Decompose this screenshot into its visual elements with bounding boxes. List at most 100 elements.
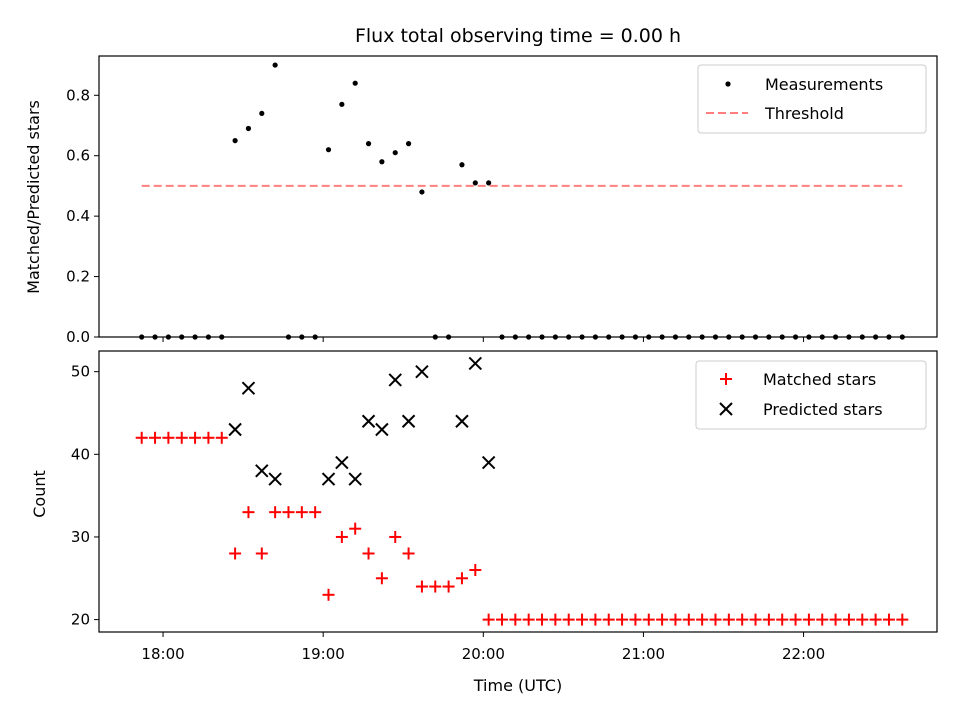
measurement-point: [139, 334, 145, 340]
matched-stars-point: [469, 564, 482, 577]
measurement-point: [219, 334, 225, 340]
matched-stars-point: [589, 613, 602, 626]
matched-stars-point: [522, 613, 535, 626]
matched-stars-point: [642, 613, 655, 626]
bottom-panel: 20 30 40 50 18:00 19:00 20:00 21:00 22:00: [71, 350, 938, 663]
measurement-point: [659, 334, 665, 340]
matched-stars-point: [842, 613, 855, 626]
bottom-y-tick-label: 30: [71, 528, 90, 546]
measurement-point: [766, 334, 772, 340]
measurement-point: [446, 334, 452, 340]
measurement-point: [486, 180, 492, 186]
matched-stars-point: [442, 580, 455, 593]
matched-stars-point: [736, 613, 749, 626]
measurement-point: [846, 334, 852, 340]
measurement-point: [232, 138, 238, 144]
matched-stars-point: [696, 613, 709, 626]
predicted-stars-point: [335, 455, 349, 470]
x-tick-label: 21:00: [622, 645, 665, 663]
measurement-point: [419, 189, 425, 195]
measurement-point: [579, 334, 585, 340]
matched-stars-point: [375, 572, 388, 585]
matched-stars-point: [429, 580, 442, 593]
matched-stars-point: [562, 613, 575, 626]
measurement-point: [352, 80, 358, 86]
legend-matched-marker: [720, 373, 732, 385]
matched-stars-point: [389, 530, 402, 543]
measurement-point: [752, 334, 759, 340]
matched-stars-point: [789, 613, 802, 626]
matched-stars-point: [455, 572, 468, 585]
matched-stars-point: [282, 506, 295, 519]
measurement-point: [472, 180, 478, 186]
measurement-point: [672, 334, 679, 340]
measurement-point: [392, 150, 398, 156]
predicted-stars-point: [481, 455, 496, 470]
matched-stars-point: [776, 613, 789, 626]
measurement-point: [592, 334, 598, 340]
measurement-point: [566, 334, 572, 340]
matched-stars-point: [722, 613, 735, 626]
matched-stars-point: [255, 547, 268, 560]
measurement-point: [499, 334, 505, 340]
measurement-point: [739, 334, 745, 340]
top-panel: 0.0 0.2 0.4 0.6 0.8: [66, 55, 938, 346]
top-y-tick-label: 0.8: [66, 86, 90, 104]
bottom-axes-frame: [98, 350, 938, 633]
matched-stars-point: [682, 613, 695, 626]
predicted-stars-point: [468, 356, 483, 371]
legend-predicted-marker: [719, 402, 733, 416]
matched-stars-point: [602, 613, 615, 626]
measurement-point: [859, 334, 865, 340]
matched-stars-point: [802, 613, 815, 626]
measurement-point: [339, 101, 345, 107]
bottom-y-tick-label: 50: [71, 363, 90, 381]
matched-stars-point: [269, 506, 282, 519]
measurement-point: [806, 334, 812, 340]
predicted-stars-point: [348, 472, 362, 486]
measurement-point: [272, 62, 278, 68]
x-axis-label: Time (UTC): [473, 676, 562, 695]
measurement-point: [459, 162, 465, 168]
measurement-point: [699, 334, 705, 340]
legend-measurements-marker: [725, 81, 731, 87]
matched-stars-point: [509, 613, 522, 626]
matched-stars-point: [482, 613, 495, 626]
matched-stars-point: [229, 547, 242, 560]
measurement-point: [325, 147, 332, 153]
matched-stars-point: [362, 547, 375, 560]
measurement-point: [152, 334, 158, 340]
x-tick-label: 20:00: [462, 645, 505, 663]
top-y-axis-label: Matched/Predicted stars: [24, 100, 43, 294]
measurement-point: [779, 334, 785, 340]
chart-title: Flux total observing time = 0.00 h: [355, 25, 681, 47]
predicted-stars-point: [388, 373, 402, 387]
matched-stars-point: [549, 613, 562, 626]
top-legend-box: [697, 64, 927, 134]
x-tick-label: 18:00: [141, 645, 184, 663]
matched-stars-point: [749, 613, 762, 626]
measurement-point: [606, 334, 612, 340]
matched-stars-point: [202, 431, 215, 444]
matched-stars-point: [335, 530, 348, 543]
top-y-tick-label: 0.0: [66, 328, 90, 346]
measurement-point: [432, 334, 438, 340]
matched-stars-point: [629, 613, 642, 626]
predicted-stars-point: [268, 472, 282, 486]
x-tick-label: 22:00: [782, 645, 825, 663]
measurement-point: [312, 334, 318, 340]
bottom-y-tick-label: 40: [71, 445, 90, 463]
top-y-tick-label: 0.2: [66, 268, 90, 286]
measurement-point: [512, 334, 518, 340]
matched-stars-point: [616, 613, 629, 626]
top-axes-frame: [98, 55, 938, 338]
matched-stars-point: [162, 431, 175, 444]
matched-stars-point: [415, 580, 428, 593]
matched-stars-point: [536, 613, 549, 626]
predicted-stars-point: [321, 472, 336, 486]
measurement-point: [245, 125, 252, 132]
predicted-stars-point: [415, 364, 429, 379]
measurement-point: [179, 334, 185, 340]
measurement-point: [539, 334, 545, 340]
